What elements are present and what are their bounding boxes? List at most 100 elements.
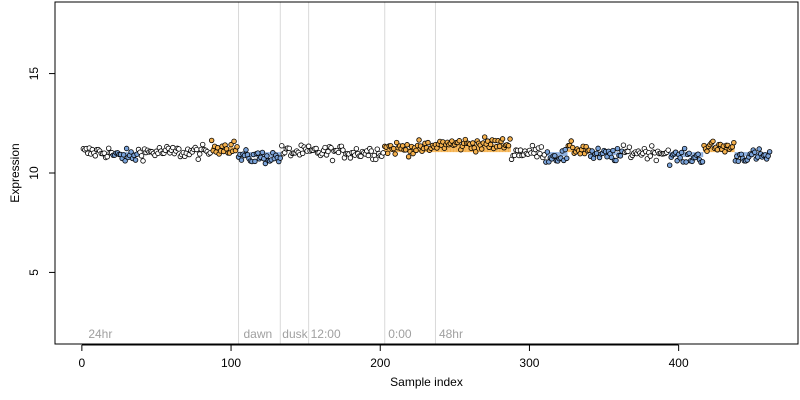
data-point bbox=[392, 151, 398, 157]
data-point bbox=[416, 137, 422, 143]
data-point bbox=[410, 150, 416, 157]
data-point bbox=[238, 157, 245, 163]
data-point bbox=[299, 150, 306, 157]
data-point bbox=[568, 138, 574, 144]
data-point bbox=[365, 152, 372, 159]
data-point bbox=[252, 158, 258, 165]
y-axis: 5 10 15 bbox=[27, 67, 56, 276]
data-point bbox=[570, 144, 576, 151]
data-point bbox=[505, 143, 512, 149]
data-point bbox=[647, 153, 653, 159]
data-point bbox=[405, 154, 412, 160]
data-point bbox=[228, 141, 234, 148]
data-point bbox=[264, 153, 270, 159]
x-tick-label: 100 bbox=[221, 356, 241, 370]
data-point bbox=[681, 145, 688, 152]
data-point bbox=[479, 146, 485, 152]
data-point bbox=[132, 157, 139, 163]
data-point bbox=[593, 150, 600, 157]
data-point bbox=[313, 145, 319, 152]
annotation-labels: 24hr dawn dusk 12:00 0:00 48hr bbox=[88, 327, 463, 341]
data-point bbox=[710, 138, 716, 144]
x-tick-label: 400 bbox=[669, 356, 689, 370]
y-axis-title: Expression bbox=[8, 143, 22, 202]
data-point bbox=[335, 149, 342, 156]
data-point bbox=[176, 146, 182, 152]
x-tick-label: 200 bbox=[370, 356, 390, 370]
data-point bbox=[231, 138, 237, 145]
data-point bbox=[279, 143, 285, 149]
data-point bbox=[756, 146, 762, 152]
data-point bbox=[425, 139, 431, 146]
data-point bbox=[120, 152, 127, 158]
data-point bbox=[678, 149, 685, 156]
data-points bbox=[80, 134, 773, 168]
data-point bbox=[374, 146, 380, 152]
data-point bbox=[402, 147, 409, 153]
plot-frame bbox=[54, 1, 799, 345]
data-point bbox=[393, 139, 400, 146]
data-point bbox=[752, 149, 758, 155]
data-point bbox=[208, 137, 215, 144]
data-point bbox=[456, 138, 463, 144]
data-point bbox=[329, 157, 336, 164]
data-point bbox=[123, 145, 130, 152]
data-point bbox=[122, 158, 128, 164]
data-point bbox=[686, 150, 692, 156]
data-point bbox=[496, 143, 503, 149]
y-tick-label: 10 bbox=[27, 166, 41, 180]
data-point bbox=[92, 153, 98, 159]
data-point bbox=[413, 147, 419, 154]
annotation-label: dawn bbox=[243, 327, 272, 341]
data-point bbox=[507, 136, 513, 142]
data-point bbox=[104, 153, 110, 160]
data-point bbox=[544, 149, 551, 155]
data-point bbox=[373, 156, 379, 163]
annotation-label: 12:00 bbox=[311, 327, 341, 341]
data-point bbox=[358, 153, 364, 159]
data-point bbox=[481, 134, 488, 140]
x-tick-label: 0 bbox=[79, 356, 86, 370]
data-point bbox=[138, 153, 145, 159]
data-point bbox=[347, 155, 354, 161]
data-point bbox=[255, 150, 261, 156]
data-point bbox=[473, 149, 479, 155]
data-point bbox=[653, 157, 659, 164]
data-point bbox=[128, 149, 134, 155]
data-point bbox=[562, 146, 568, 153]
data-point bbox=[538, 144, 545, 150]
x-axis-title: Sample index bbox=[390, 375, 463, 389]
data-point bbox=[259, 149, 266, 156]
data-point bbox=[699, 159, 706, 165]
data-point bbox=[470, 140, 476, 146]
data-point bbox=[353, 146, 360, 152]
data-point bbox=[766, 149, 773, 155]
data-point bbox=[234, 144, 240, 150]
data-point bbox=[722, 149, 728, 155]
data-point bbox=[683, 159, 689, 165]
data-point bbox=[649, 143, 655, 149]
data-point bbox=[617, 153, 624, 159]
data-point bbox=[665, 147, 671, 153]
y-tick-label: 5 bbox=[27, 269, 41, 276]
data-point bbox=[404, 142, 410, 148]
data-point bbox=[714, 147, 721, 153]
data-point bbox=[677, 155, 683, 161]
data-point bbox=[322, 144, 328, 151]
data-point bbox=[305, 143, 312, 149]
data-point bbox=[487, 141, 494, 148]
data-point bbox=[368, 148, 374, 154]
data-point bbox=[610, 147, 616, 154]
vertical-reference-lines bbox=[238, 2, 436, 344]
data-point bbox=[390, 145, 397, 152]
data-point bbox=[200, 141, 206, 148]
data-point bbox=[195, 156, 201, 162]
x-tick-label: 300 bbox=[519, 356, 539, 370]
data-point bbox=[517, 147, 524, 153]
data-point bbox=[106, 145, 112, 151]
data-point bbox=[277, 155, 283, 161]
data-point bbox=[695, 151, 701, 157]
annotation-label: 48hr bbox=[439, 327, 463, 341]
data-point bbox=[194, 146, 200, 153]
